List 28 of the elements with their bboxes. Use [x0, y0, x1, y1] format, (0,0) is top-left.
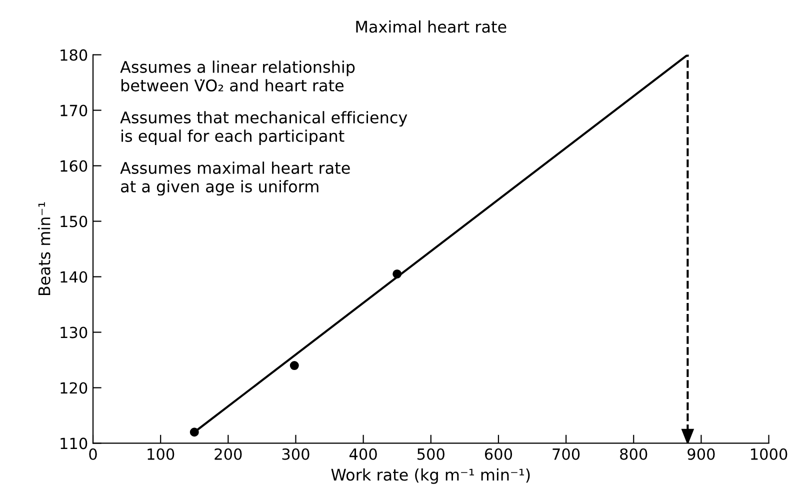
- x-tick-label: 700: [552, 448, 580, 460]
- annotation: Assumes maximal heart rate at a given age is uniform: [120, 162, 350, 196]
- y-tick-label: 150: [60, 216, 88, 228]
- point: [190, 428, 199, 437]
- annotation: Assumes a linear relationship between V̇O₂ and heart rate: [120, 60, 355, 92]
- x-tick-label: 200: [214, 448, 242, 460]
- x-tick-label: 900: [688, 448, 715, 460]
- x-tick-label: 800: [620, 448, 648, 460]
- y-tick-label: 140: [60, 271, 88, 283]
- x-tick-label: 1000: [751, 448, 788, 460]
- y-tick-label: 120: [60, 382, 88, 394]
- x-tick-label: 0: [89, 448, 97, 460]
- point: [290, 361, 299, 370]
- y-tick-label: 180: [60, 49, 88, 61]
- chart-title: Maximal heart rate: [356, 20, 506, 33]
- x-tick-label: 500: [417, 448, 444, 460]
- point: [392, 269, 402, 278]
- x-tick-label: 600: [484, 448, 512, 460]
- y-tick-label: 170: [60, 104, 88, 116]
- x-tick-label: 100: [148, 448, 174, 460]
- annotation: Assumes that mechanical efficiency is equal for each participant: [120, 111, 408, 146]
- x-tick-label: 400: [349, 448, 377, 460]
- x-tick-label: 300: [282, 448, 310, 460]
- y-tick-label: 130: [60, 326, 88, 338]
- x-axis-title: Work rate (kg m⁻¹ min⁻¹): [331, 468, 530, 484]
- y-tick-label: 160: [60, 160, 88, 172]
- y-tick-label: 110: [60, 438, 88, 450]
- y-axis-title: Beats min⁻¹: [38, 202, 50, 296]
